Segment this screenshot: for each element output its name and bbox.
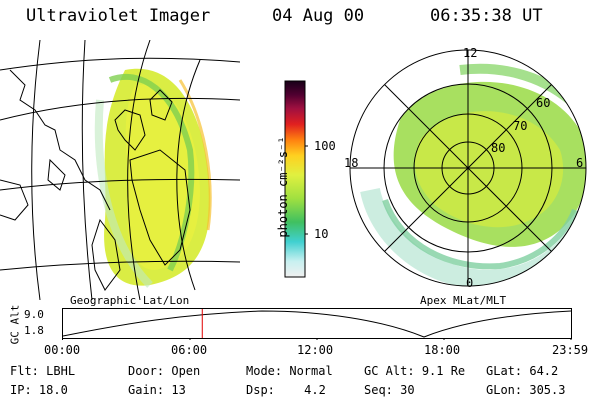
door-readout: Door: Open	[128, 364, 201, 378]
app-title: Ultraviolet Imager	[26, 6, 211, 26]
date-readout: 04 Aug 00	[272, 6, 365, 26]
coastlines	[0, 69, 191, 291]
ip-readout: IP: 18.0	[10, 383, 68, 397]
mlt-label-18: 18	[344, 156, 359, 170]
altitude-curve	[62, 310, 572, 338]
mlat-label-70: 70	[513, 119, 528, 133]
glon-readout: GLon: 305.3	[486, 383, 566, 397]
flt-readout: Flt: LBHL	[10, 364, 76, 378]
timeline-ylabel: GC Alt	[8, 304, 22, 345]
geographic-image-panel	[0, 40, 240, 300]
colorbar-unit-label: photon cm⁻²s⁻¹	[276, 136, 290, 238]
timeline-ytick-9: 9.0	[24, 308, 44, 321]
glat-readout: GLat: 64.2	[486, 364, 559, 378]
mlt-label-12: 12	[463, 46, 478, 60]
colorbar-tick-10: 10	[314, 227, 329, 241]
timeline-xtick-1200: 12:00	[297, 343, 334, 357]
timeline-xtick-2359: 23:59	[552, 343, 589, 357]
mlt-label-0: 0	[466, 276, 474, 290]
mlt-label-6: 6	[576, 156, 584, 170]
gc-alt-readout: GC Alt: 9.1 Re	[364, 364, 466, 378]
lat-lon-grid	[0, 40, 240, 300]
timeline-ytick-1.8: 1.8	[24, 324, 44, 337]
time-readout: 06:35:38 UT	[430, 6, 543, 26]
mode-readout: Mode: Normal	[246, 364, 333, 378]
gain-readout: Gain: 13	[128, 383, 186, 397]
timeline-xtick-0000: 00:00	[44, 343, 81, 357]
seq-readout: Seq: 30	[364, 383, 415, 397]
orbit-altitude-timeline	[62, 308, 572, 340]
colorbar-tick-100: 100	[314, 139, 336, 153]
color-bar	[284, 80, 308, 278]
polar-grid	[349, 49, 587, 287]
timeline-xtick-1800: 18:00	[424, 343, 461, 357]
right-panel-label: Apex MLat/MLT	[420, 294, 507, 307]
timeline-xtick-0600: 06:00	[171, 343, 208, 357]
left-panel-label: Geographic Lat/Lon	[70, 294, 190, 307]
mlat-label-60: 60	[536, 96, 551, 110]
polar-mlat-mlt-panel	[349, 49, 587, 287]
dsp-readout: Dsp: 4.2	[246, 383, 326, 397]
mlat-label-80: 80	[491, 141, 506, 155]
